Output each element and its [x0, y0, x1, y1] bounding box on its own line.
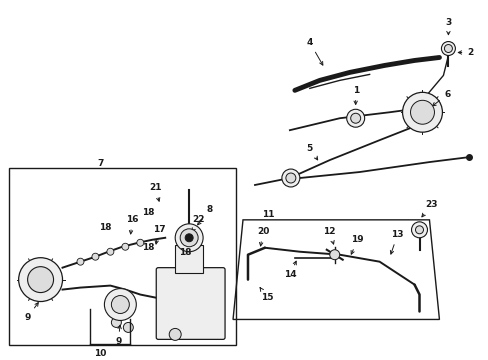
Text: 12: 12 — [323, 227, 335, 244]
Circle shape — [27, 267, 53, 293]
Circle shape — [137, 239, 143, 246]
Circle shape — [123, 323, 133, 332]
Text: 11: 11 — [261, 210, 274, 219]
Circle shape — [122, 243, 128, 250]
Circle shape — [107, 248, 114, 255]
Circle shape — [19, 258, 62, 302]
Text: 19: 19 — [350, 235, 363, 254]
Text: 7: 7 — [97, 158, 103, 167]
Text: 16: 16 — [125, 215, 138, 234]
Circle shape — [111, 318, 121, 328]
Circle shape — [185, 234, 193, 242]
Circle shape — [180, 229, 198, 247]
Circle shape — [441, 41, 454, 55]
Text: 17: 17 — [152, 225, 165, 244]
Circle shape — [285, 173, 295, 183]
Text: 5: 5 — [306, 144, 317, 160]
Circle shape — [410, 100, 433, 124]
Text: 23: 23 — [421, 201, 437, 217]
Circle shape — [169, 328, 181, 340]
Text: 18: 18 — [142, 208, 154, 217]
Text: 18: 18 — [179, 248, 191, 257]
Bar — [175, 245, 203, 273]
Text: 9: 9 — [115, 325, 122, 346]
Circle shape — [104, 289, 136, 320]
Text: 20: 20 — [256, 227, 268, 246]
Circle shape — [350, 113, 360, 123]
Text: 6: 6 — [432, 90, 450, 106]
Bar — [9, 168, 236, 345]
Circle shape — [175, 224, 203, 252]
Circle shape — [402, 92, 442, 132]
Circle shape — [411, 222, 427, 238]
Text: 3: 3 — [445, 18, 450, 35]
Circle shape — [111, 296, 129, 314]
Text: 2: 2 — [457, 48, 473, 57]
Circle shape — [92, 253, 99, 260]
Text: 18: 18 — [142, 243, 154, 252]
Text: 14: 14 — [283, 261, 296, 279]
Circle shape — [444, 45, 451, 53]
Text: 1: 1 — [352, 86, 358, 104]
Text: 9: 9 — [24, 303, 38, 322]
Text: 10: 10 — [94, 349, 106, 358]
Circle shape — [281, 169, 299, 187]
Circle shape — [77, 258, 84, 265]
Circle shape — [329, 250, 339, 260]
Text: 8: 8 — [197, 206, 213, 225]
Text: 22: 22 — [192, 215, 204, 231]
Text: 15: 15 — [260, 288, 273, 302]
Text: 18: 18 — [99, 223, 111, 232]
Text: 21: 21 — [149, 184, 161, 201]
Text: 13: 13 — [389, 230, 403, 254]
Text: 4: 4 — [306, 38, 322, 65]
FancyBboxPatch shape — [156, 268, 224, 339]
Circle shape — [346, 109, 364, 127]
Circle shape — [415, 226, 423, 234]
